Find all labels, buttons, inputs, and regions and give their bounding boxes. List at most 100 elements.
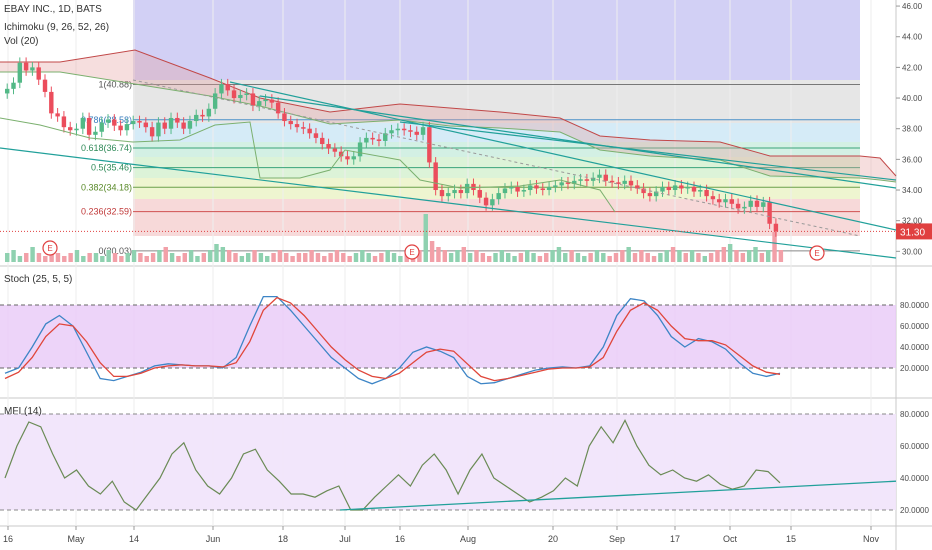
volume-bar — [398, 256, 403, 262]
candle-body — [679, 185, 684, 189]
fib-zone-5 — [133, 178, 860, 199]
candle-body — [11, 82, 16, 89]
volume-bar — [328, 253, 333, 262]
candle-body — [49, 91, 54, 114]
volume-bar — [607, 256, 612, 262]
earnings-marker-icon[interactable] — [404, 244, 420, 260]
volume-bar — [639, 250, 644, 262]
volume-bar — [201, 253, 207, 262]
candle-body — [716, 199, 722, 203]
volume-bar — [214, 244, 219, 262]
volume-bar — [226, 250, 232, 262]
volume-bar — [544, 253, 549, 262]
candle-body — [162, 122, 167, 129]
price-axis-label: 36.00 — [902, 155, 923, 164]
volume-bar — [360, 250, 365, 262]
volume-bar — [277, 250, 283, 262]
candle-body — [597, 174, 602, 178]
candle-body — [622, 180, 627, 184]
candle-body — [559, 182, 564, 186]
mfi-axis-label: 80.0000 — [900, 410, 929, 419]
volume-bar — [353, 253, 359, 262]
volume-bar — [696, 253, 701, 262]
candle-body — [194, 114, 199, 122]
candle-body — [370, 137, 375, 140]
volume-bar — [448, 253, 454, 262]
volume-bar — [17, 256, 23, 262]
volume-bar — [569, 250, 574, 262]
volume-bar — [708, 253, 714, 262]
volume-bar — [385, 250, 390, 262]
candle-body — [326, 144, 331, 149]
fib-zone-top — [133, 0, 860, 80]
candle-body — [156, 122, 161, 137]
ichimoku-span-b — [0, 71, 897, 183]
candle-body — [483, 197, 489, 206]
time-axis-label: Jun — [206, 534, 221, 544]
volume-bar — [169, 253, 175, 262]
candle-body — [149, 127, 155, 137]
volume-bar — [265, 256, 270, 262]
candle-body — [383, 133, 388, 141]
volume-bar — [5, 253, 10, 262]
candle-body — [5, 88, 10, 94]
earnings-marker-icon[interactable] — [809, 245, 825, 261]
candle-body — [515, 186, 520, 192]
volume-bar — [689, 250, 695, 262]
candle-body — [704, 190, 709, 197]
candle-body — [345, 156, 350, 160]
candle-body — [464, 183, 470, 194]
volume-bar — [303, 253, 308, 262]
earnings-marker-icon[interactable] — [42, 240, 58, 256]
price-axis-label: 34.00 — [902, 186, 923, 195]
candle-body — [30, 67, 35, 71]
volume-bar — [677, 250, 682, 262]
candle-body — [131, 121, 136, 125]
mfi-trend-line — [339, 480, 897, 511]
candle-body — [301, 127, 306, 129]
volume-bar — [467, 253, 473, 262]
candle-body — [635, 185, 640, 189]
mfi-band — [0, 414, 896, 510]
price-axis-label: 40.00 — [902, 94, 923, 103]
volume-bar — [670, 247, 676, 262]
volume-bar — [93, 253, 99, 262]
candle-body — [80, 117, 86, 129]
candle-body — [364, 137, 369, 143]
candle-body — [238, 94, 243, 99]
volume-bar — [271, 253, 276, 262]
volume-bar — [613, 253, 619, 262]
candle-body — [17, 62, 23, 83]
volume-bar — [55, 253, 61, 262]
stoch-band — [0, 305, 896, 368]
volume-bar — [575, 253, 581, 262]
volume-bar — [423, 214, 428, 262]
candle-body — [313, 133, 319, 138]
candle-body — [735, 203, 741, 209]
volume-bar — [163, 247, 168, 262]
volume-bar — [455, 250, 460, 262]
volume-bar — [112, 253, 118, 262]
volume-bar — [296, 253, 302, 262]
candle-body — [376, 139, 382, 141]
candle-body — [212, 93, 218, 109]
candle-body — [175, 117, 180, 123]
candle-body — [395, 128, 401, 131]
candle-body — [433, 162, 438, 191]
volume-bar — [417, 250, 422, 262]
candle-body — [773, 223, 779, 232]
candle-body — [546, 186, 552, 191]
volume-bar — [651, 256, 657, 262]
earnings-marker-label: E — [409, 248, 414, 257]
volume-bar — [43, 256, 48, 262]
volume-bar — [461, 247, 467, 262]
candle-body — [401, 128, 407, 131]
candle-body — [540, 188, 545, 191]
stoch-d-line — [4, 296, 781, 382]
volume-bar — [315, 253, 321, 262]
candle-body — [86, 117, 92, 135]
stoch-legend: Stoch (25, 5, 5) — [4, 274, 72, 285]
trend-line — [399, 121, 897, 181]
volume-bar — [759, 253, 765, 262]
